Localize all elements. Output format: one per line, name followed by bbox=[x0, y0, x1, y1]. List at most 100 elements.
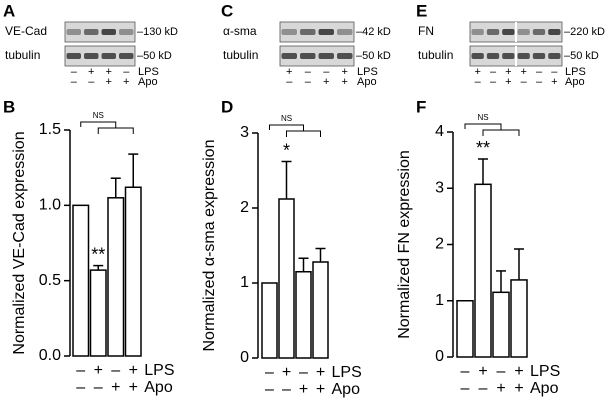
blot bbox=[279, 21, 355, 43]
y-tick-label: 1 bbox=[435, 292, 444, 309]
y-tick-label: 1.0 bbox=[39, 197, 61, 214]
x-sign: + bbox=[282, 364, 291, 381]
x-sign: + bbox=[514, 363, 523, 380]
bar bbox=[474, 183, 492, 358]
significance: ** bbox=[476, 138, 490, 158]
blot bbox=[64, 45, 136, 67]
x-sign: – bbox=[265, 364, 274, 381]
x-sign: – bbox=[461, 380, 470, 397]
bar bbox=[89, 269, 107, 357]
x-sign: + bbox=[299, 381, 308, 398]
lane-sign: + bbox=[286, 66, 292, 78]
band bbox=[318, 53, 334, 59]
y-tick-label: 0.0 bbox=[39, 347, 61, 364]
size-label: –130 kD bbox=[137, 26, 178, 38]
band bbox=[502, 29, 515, 35]
lane-sign: – bbox=[475, 76, 482, 88]
ns-bracket bbox=[269, 124, 304, 131]
band bbox=[300, 29, 316, 35]
band bbox=[486, 53, 500, 59]
lane-sign: – bbox=[490, 66, 497, 78]
band bbox=[66, 53, 81, 59]
band bbox=[337, 53, 353, 59]
band bbox=[471, 53, 484, 59]
ns-bracket bbox=[80, 121, 117, 128]
ns-bracket bbox=[97, 127, 134, 134]
lane-sign: + bbox=[88, 66, 94, 78]
lane-name: LPS bbox=[138, 66, 159, 78]
band bbox=[502, 53, 515, 59]
band bbox=[337, 29, 353, 35]
lane-sign: – bbox=[521, 76, 528, 88]
lane-sign: + bbox=[342, 76, 348, 88]
panel-label: D bbox=[221, 97, 233, 116]
bar bbox=[312, 261, 329, 359]
x-sign: + bbox=[478, 363, 487, 380]
lane-sign: – bbox=[551, 66, 558, 78]
band bbox=[532, 29, 546, 35]
y-axis-label: Normalized α-sma expression bbox=[201, 140, 218, 352]
y-tick-label: 1.5 bbox=[39, 121, 61, 138]
x-sign: – bbox=[497, 363, 506, 380]
panel-label: C bbox=[221, 1, 233, 20]
band bbox=[84, 29, 99, 35]
lane-name: Apo bbox=[138, 76, 158, 88]
x-sign: + bbox=[316, 364, 325, 381]
lane-sign: + bbox=[123, 76, 129, 88]
y-tick-label: 2 bbox=[435, 236, 444, 253]
x-sign: – bbox=[265, 381, 274, 398]
lane-name: Apo bbox=[565, 76, 585, 88]
panel-label: B bbox=[3, 97, 15, 116]
bar bbox=[510, 279, 528, 358]
lane-sign: + bbox=[474, 66, 480, 78]
bar bbox=[124, 186, 142, 357]
x-row-name: LPS bbox=[332, 364, 362, 381]
y-tick-label: 3 bbox=[435, 179, 444, 196]
band bbox=[548, 29, 561, 35]
protein-label: tubulin bbox=[418, 48, 453, 62]
protein-label: tubulin bbox=[5, 48, 40, 62]
y-tick-label: 4 bbox=[435, 123, 444, 140]
lane-sign: + bbox=[505, 76, 511, 88]
y-tick-label: 0 bbox=[240, 349, 249, 366]
panel-label: E bbox=[416, 1, 427, 20]
x-sign: – bbox=[76, 362, 85, 379]
x-sign: – bbox=[111, 362, 120, 379]
x-sign: + bbox=[496, 380, 505, 397]
band bbox=[101, 53, 116, 59]
lane-sign: + bbox=[520, 66, 526, 78]
lane-name: LPS bbox=[565, 66, 586, 78]
bar bbox=[456, 300, 474, 358]
lane-sign: – bbox=[536, 66, 543, 78]
bar bbox=[278, 198, 295, 359]
y-tick-label: 0 bbox=[435, 348, 444, 365]
bar bbox=[295, 271, 312, 359]
ns-label: NS bbox=[93, 111, 104, 120]
y-tick-label: 0.5 bbox=[39, 272, 61, 289]
x-sign: + bbox=[94, 362, 103, 379]
protein-label: tubulin bbox=[223, 48, 258, 62]
lane-sign: – bbox=[536, 76, 543, 88]
ns-label: NS bbox=[477, 113, 488, 122]
lane-sign: + bbox=[551, 76, 557, 88]
x-row-name: Apo bbox=[530, 380, 559, 397]
x-row-name: LPS bbox=[530, 363, 560, 380]
band bbox=[84, 53, 99, 59]
ns-bracket bbox=[464, 123, 502, 130]
band bbox=[486, 29, 500, 35]
band bbox=[119, 53, 134, 59]
protein-label: FN bbox=[418, 24, 434, 38]
lane-sign: – bbox=[305, 66, 312, 78]
band bbox=[119, 29, 134, 35]
band bbox=[300, 53, 316, 59]
x-sign: + bbox=[316, 381, 325, 398]
band bbox=[548, 53, 561, 59]
band bbox=[532, 53, 546, 59]
band bbox=[318, 29, 334, 35]
blot bbox=[279, 45, 355, 67]
ns-label: NS bbox=[281, 114, 292, 123]
x-row-name: Apo bbox=[144, 379, 173, 396]
lane-sign: + bbox=[342, 66, 348, 78]
x-sign: – bbox=[76, 379, 85, 396]
